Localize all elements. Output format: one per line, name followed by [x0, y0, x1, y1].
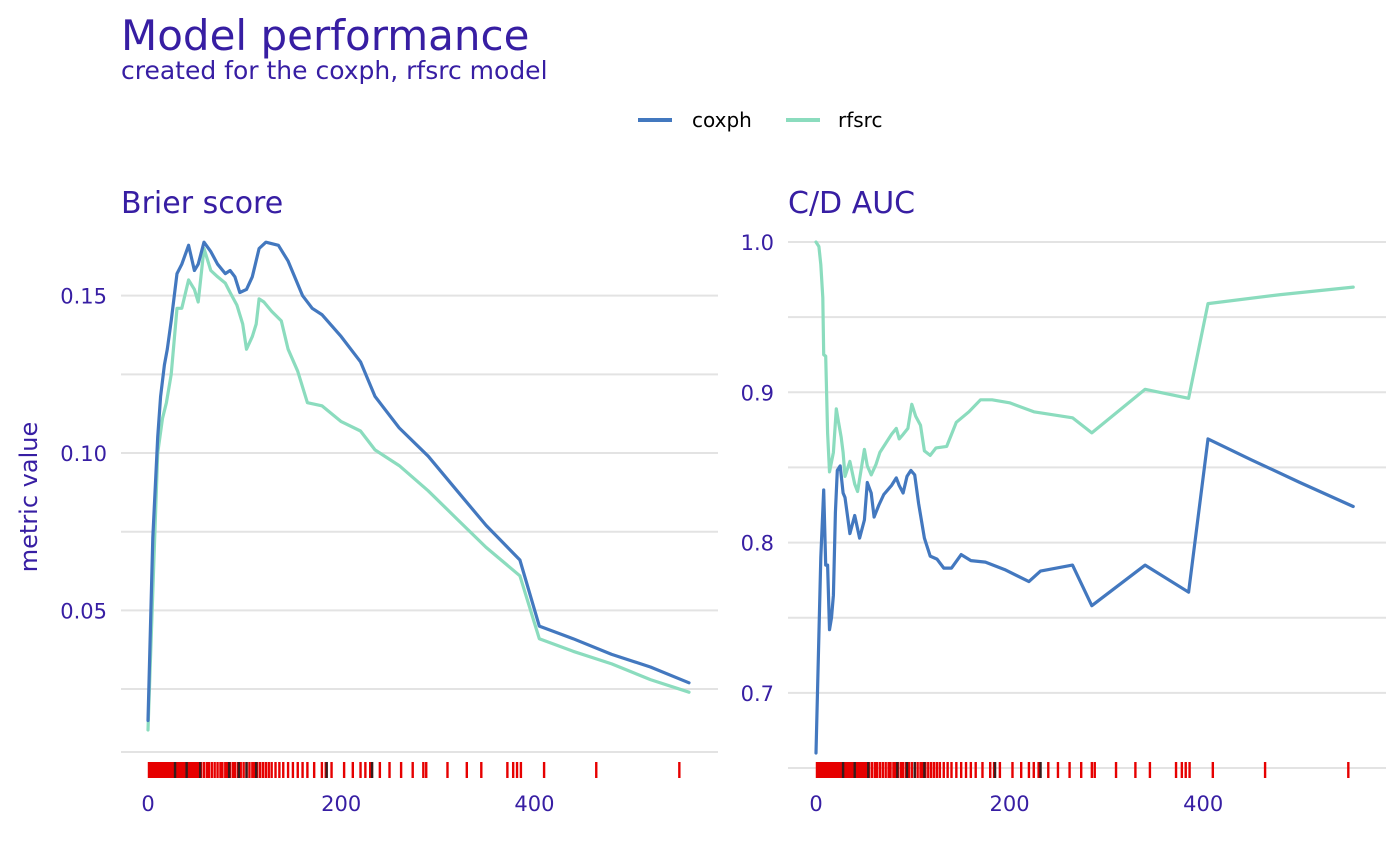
x-tick-label: 0 — [809, 792, 822, 816]
legend: coxph rfsrc — [638, 108, 882, 132]
y-tick-label: 0.10 — [60, 442, 107, 466]
series-line-rfsrc — [814, 240, 1355, 494]
y-tick-label: 0.8 — [741, 532, 774, 556]
x-tick-label: 400 — [1183, 792, 1223, 816]
x-tick-label: 200 — [321, 792, 361, 816]
figure-subtitle: created for the coxph, rfsrc model — [121, 56, 548, 85]
figure-title: Model performance — [121, 11, 529, 60]
y-tick-label: 0.15 — [60, 285, 107, 309]
x-tick-label: 200 — [990, 792, 1030, 816]
y-tick-label: 1.0 — [741, 231, 774, 255]
x-tick-label: 400 — [514, 792, 554, 816]
y-tick-label: 0.05 — [60, 599, 107, 623]
panel-title: C/D AUC — [788, 186, 915, 221]
panel-cd-auc: C/D AUC 0.7 0.8 0.9 1.0 0 200 400 — [741, 186, 1386, 816]
panel-title: Brier score — [121, 186, 283, 221]
legend-label-coxph: coxph — [692, 108, 752, 132]
x-tick-label: 0 — [141, 792, 154, 816]
y-tick-label: 0.7 — [741, 682, 774, 706]
legend-label-rfsrc: rfsrc — [838, 108, 882, 132]
y-tick-label: 0.9 — [741, 381, 774, 405]
panel-brier-score: Brier score 0.05 0.10 0.15 0 200 400 — [60, 186, 718, 816]
series-line-rfsrc — [146, 246, 691, 732]
series-line-coxph — [146, 240, 691, 723]
series-line-coxph — [814, 437, 1355, 755]
y-axis-label: metric value — [15, 422, 43, 572]
